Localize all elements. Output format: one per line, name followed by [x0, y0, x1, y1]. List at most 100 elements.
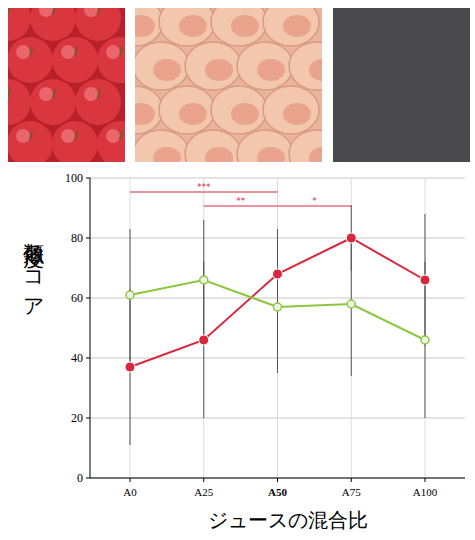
- apple: [52, 121, 98, 162]
- significance-label: *: [312, 196, 317, 206]
- x-axis-title: ジュースの混合比: [208, 508, 368, 532]
- apple-shine: [61, 129, 75, 143]
- peach-blush: [231, 15, 259, 37]
- tick-label: 20: [71, 411, 83, 425]
- marker: [274, 303, 282, 311]
- tick-label: 80: [71, 231, 83, 245]
- tick: [130, 478, 131, 482]
- peach-blush: [205, 147, 233, 162]
- tick-label: A75: [342, 486, 361, 498]
- peach: [237, 42, 293, 90]
- peach-blush: [257, 147, 285, 162]
- peach-blush: [257, 59, 285, 81]
- marker: [420, 275, 430, 285]
- apple-shine: [16, 129, 30, 143]
- grid-line-x: [425, 178, 426, 478]
- peach-blush: [205, 59, 233, 81]
- apple-shine: [39, 8, 53, 17]
- apple: [8, 121, 53, 162]
- apple-stem: [30, 131, 32, 140]
- chart: 020406080100A0A25A50A75A100******類似度スコアジ…: [0, 0, 475, 540]
- apple-stem: [75, 131, 77, 140]
- tick-label: 40: [71, 351, 83, 365]
- peach: [159, 8, 215, 46]
- tick-label: A0: [123, 486, 137, 498]
- peach: [237, 130, 293, 162]
- apple-shine: [106, 45, 120, 59]
- tick: [203, 478, 204, 482]
- apple: [8, 8, 31, 41]
- peach-photo: [135, 8, 322, 162]
- tick: [86, 238, 90, 239]
- peach: [263, 86, 319, 134]
- apple-stem: [98, 8, 100, 14]
- peach-blush: [135, 103, 155, 125]
- tick: [86, 358, 90, 359]
- peach-blush: [179, 103, 207, 125]
- apple-shine: [16, 45, 30, 59]
- marker: [347, 300, 355, 308]
- marker: [421, 336, 429, 344]
- apple: [97, 37, 125, 83]
- tick: [351, 478, 352, 482]
- marker: [346, 233, 356, 243]
- marker: [126, 291, 134, 299]
- marker: [125, 362, 135, 372]
- marker: [199, 335, 209, 345]
- apple: [30, 79, 76, 125]
- grid-line-x: [130, 178, 131, 478]
- apple-shine: [39, 87, 53, 101]
- apple: [75, 79, 121, 125]
- grid-line-x: [351, 178, 352, 478]
- apple-stem: [98, 89, 100, 98]
- apple-stem: [120, 131, 122, 140]
- grid-line-x: [277, 178, 278, 478]
- apple: [30, 8, 76, 41]
- grid-line: [90, 478, 465, 479]
- peach: [211, 8, 267, 46]
- peach: [185, 130, 241, 162]
- apple-stem: [53, 8, 55, 14]
- peach-blush: [231, 103, 259, 125]
- series-line: [130, 238, 425, 367]
- tick-label: 100: [65, 171, 83, 185]
- apple-stem: [75, 47, 77, 56]
- tick-label: A50: [268, 486, 287, 498]
- peach-blush: [179, 15, 207, 37]
- peach: [135, 42, 189, 90]
- gray-panel: [333, 8, 470, 162]
- marker: [273, 269, 283, 279]
- apple-stem: [53, 89, 55, 98]
- apple-stem: [30, 47, 32, 56]
- peach: [135, 130, 189, 162]
- tick: [425, 478, 426, 482]
- apple-shine: [84, 8, 98, 17]
- tick: [86, 178, 90, 179]
- peach-blush: [153, 147, 181, 162]
- y-axis: [90, 178, 91, 478]
- apple-stem: [120, 47, 122, 56]
- tick-label: A100: [413, 486, 438, 498]
- apple: [52, 37, 98, 83]
- peach-blush: [135, 15, 155, 37]
- y-axis-title: 類似度スコア: [22, 226, 46, 315]
- tick: [86, 418, 90, 419]
- peach: [263, 8, 319, 46]
- significance-label: ***: [197, 182, 211, 192]
- tick: [86, 298, 90, 299]
- peach: [159, 86, 215, 134]
- peach: [185, 42, 241, 90]
- grid-line-x: [203, 178, 204, 478]
- apple-shine: [61, 45, 75, 59]
- x-axis: [90, 478, 465, 479]
- apple: [97, 121, 125, 162]
- tick: [86, 478, 90, 479]
- peach-blush: [283, 103, 311, 125]
- apple-photo: [8, 8, 125, 162]
- apple: [8, 79, 31, 125]
- tick-label: A25: [194, 486, 213, 498]
- peach: [289, 42, 322, 90]
- apple-shine: [106, 129, 120, 143]
- tick: [277, 478, 278, 482]
- tick-label: 0: [77, 471, 83, 485]
